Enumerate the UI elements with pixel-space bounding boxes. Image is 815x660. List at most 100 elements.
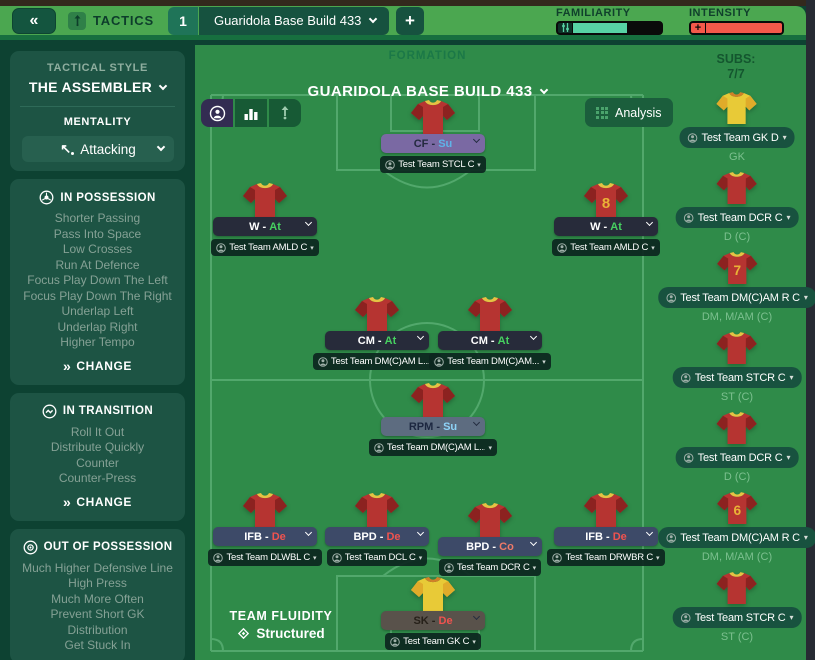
players-view-button[interactable]: [201, 99, 233, 127]
sub-name-dropdown[interactable]: Test Team STCR C ▾: [672, 607, 802, 628]
sub-position: D (C): [723, 231, 751, 243]
bar-chart-icon: [244, 108, 258, 120]
tactics-title-chip: TACTICS: [68, 11, 154, 30]
instruction-item: Focus Play Down The Right: [23, 288, 172, 303]
sub-name-dropdown[interactable]: Test Team DM(C)AM R C ▾: [658, 287, 815, 308]
sub-name-dropdown[interactable]: Test Team STCR C ▾: [672, 367, 802, 388]
tactic-slot-badge[interactable]: 1: [167, 6, 198, 35]
in-transition-change-button[interactable]: » CHANGE: [57, 494, 138, 510]
player-shirt[interactable]: [354, 297, 400, 333]
window-top-edge: [0, 0, 806, 6]
in-possession-change-button[interactable]: » CHANGE: [57, 358, 138, 374]
intensity-label: INTENSITY: [689, 6, 751, 19]
role-dropdown[interactable]: SK - De: [381, 611, 485, 630]
player-shirt[interactable]: [410, 577, 456, 613]
player-name-dropdown[interactable]: Test Team STCL C ▾: [380, 156, 486, 173]
sub-shirt[interactable]: [716, 572, 758, 605]
sub-name: Test Team DM(C)AM R C: [680, 291, 800, 304]
player-name-dropdown[interactable]: Test Team DCL C ▾: [326, 549, 428, 566]
sub-item: 6 Test Team DM(C)AM R C ▾ DM, M/AM (C): [658, 492, 815, 563]
analysis-button[interactable]: Analysis: [585, 98, 673, 127]
in-transition-panel: IN TRANSITION Roll It Out Distribute Quic…: [10, 392, 185, 521]
player-name-dropdown[interactable]: Test Team DLWBL C ▾: [208, 549, 322, 566]
chevron-down-icon: ▾: [542, 358, 546, 366]
player-shirt[interactable]: [242, 493, 288, 529]
player-name-dropdown[interactable]: Test Team DM(C)AM... ▾: [429, 353, 551, 370]
role-dropdown[interactable]: RPM - Su: [381, 417, 485, 436]
sub-position: ST (C): [720, 631, 754, 643]
tactic-name-dropdown[interactable]: Guaridola Base Build 433: [198, 6, 389, 35]
tactical-style-dropdown[interactable]: THE ASSEMBLER: [23, 78, 172, 96]
player-bpd-left: BPD - De Test Team DCL C ▾: [312, 493, 442, 566]
person-icon: [331, 552, 342, 563]
player-shirt[interactable]: [583, 493, 629, 529]
player-shirt[interactable]: [410, 383, 456, 419]
instruction-item: Higher Tempo: [60, 335, 135, 349]
sub-shirt[interactable]: 7: [716, 252, 758, 285]
sub-shirt[interactable]: 6: [716, 492, 758, 525]
tactical-style-value: THE ASSEMBLER: [28, 79, 153, 95]
player-shirt[interactable]: 8: [583, 183, 629, 219]
role-dropdown[interactable]: W - At: [554, 217, 658, 236]
chevron-down-icon: ▾: [782, 133, 787, 142]
player-name: Test Team GK C: [403, 636, 470, 647]
role-duty-label: CM - At: [470, 334, 510, 347]
chevron-down-icon: ▾: [651, 244, 655, 252]
player-name-dropdown[interactable]: Test Team DM(C)AM L...▾: [369, 439, 497, 456]
player-shirt[interactable]: [467, 503, 513, 539]
chevron-down-icon: [158, 81, 168, 90]
sub-shirt[interactable]: [716, 332, 758, 365]
instructions-view-button[interactable]: [269, 99, 301, 127]
sliders-icon: [558, 22, 572, 33]
familiarity-meter: FAMILIARITY: [556, 7, 663, 35]
player-name-dropdown[interactable]: Test Team DCR C ▾: [438, 559, 542, 576]
familiarity-bar: [556, 20, 663, 35]
instruction-item: Counter: [76, 455, 119, 470]
role-dropdown[interactable]: IFB - De: [554, 527, 658, 546]
sub-name-dropdown[interactable]: Test Team DM(C)AM R C ▾: [658, 527, 815, 548]
player-shirt[interactable]: [354, 493, 400, 529]
sub-shirt[interactable]: [716, 172, 758, 205]
mentality-dropdown[interactable]: ↖ Attacking: [22, 136, 174, 162]
sub-shirt[interactable]: [716, 412, 758, 445]
sub-name-dropdown[interactable]: Test Team DCR C ▾: [675, 207, 799, 228]
role-dropdown[interactable]: CM - At: [325, 331, 429, 350]
instruction-item: Underlap Right: [57, 319, 138, 334]
person-icon: [390, 636, 400, 647]
sub-shirt[interactable]: [716, 92, 758, 125]
formation-title-dropdown[interactable]: GUARIDOLA BASE BUILD 433: [302, 82, 554, 101]
tactic-meters: FAMILIARITY INTENSITY +: [556, 7, 784, 35]
chevron-down-icon: ▾: [472, 638, 476, 646]
player-name-dropdown[interactable]: Test Team DRWBR C ▾: [547, 549, 665, 566]
instruction-item: Focus Play Down The Left: [27, 273, 168, 287]
role-dropdown[interactable]: BPD - Co: [438, 537, 542, 556]
player-shirt[interactable]: [242, 183, 288, 219]
chevron-down-icon: [368, 14, 378, 24]
person-icon: [385, 159, 396, 170]
add-tactic-button[interactable]: +: [395, 6, 424, 35]
role-dropdown[interactable]: W - At: [213, 217, 317, 236]
player-name-dropdown[interactable]: Test Team DM(C)AM L...▾: [313, 353, 441, 370]
role-dropdown[interactable]: CF - Su: [381, 134, 485, 153]
double-arrow-icon: »: [63, 357, 72, 374]
role-dropdown[interactable]: CM - At: [438, 331, 542, 350]
role-duty-label: SK - De: [413, 614, 453, 627]
player-shirt[interactable]: [410, 100, 456, 136]
sub-name-dropdown[interactable]: Test Team GK D ▾: [679, 127, 795, 148]
out-of-possession-panel: OUT OF POSSESSION Much Higher Defensive …: [10, 528, 185, 660]
player-name-dropdown[interactable]: Test Team AMLD C ▾: [552, 239, 660, 256]
sub-position: DM, M/AM (C): [701, 311, 773, 323]
subs-label: SUBS:: [716, 52, 756, 66]
person-icon: [318, 356, 328, 367]
sub-name-dropdown[interactable]: Test Team DCR C ▾: [675, 447, 799, 468]
role-dropdown[interactable]: IFB - De: [213, 527, 317, 546]
player-name-dropdown[interactable]: Test Team GK C ▾: [385, 633, 481, 650]
instruction-item: Roll It Out: [70, 424, 125, 439]
role-dropdown[interactable]: BPD - De: [325, 527, 429, 546]
player-shirt[interactable]: [467, 297, 513, 333]
back-button[interactable]: «: [12, 7, 56, 34]
player-name: Test Team STCL C: [398, 159, 475, 170]
person-icon: [552, 552, 563, 563]
player-name-dropdown[interactable]: Test Team AMLD C ▾: [211, 239, 319, 256]
stats-view-button[interactable]: [235, 99, 267, 127]
